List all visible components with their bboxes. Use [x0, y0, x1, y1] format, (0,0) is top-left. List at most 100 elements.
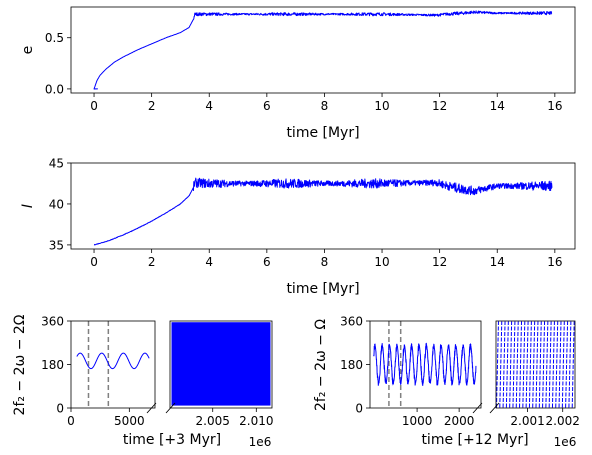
- x-tick-label: 0: [67, 414, 75, 428]
- res1-axis-break: [146, 402, 176, 414]
- data-band: [171, 322, 271, 406]
- res1-left-series: [76, 321, 150, 408]
- ecc-xlabel: time [Myr]: [286, 125, 359, 141]
- y-tick-label: 45: [49, 157, 64, 171]
- y-tick-label: 0: [56, 402, 64, 416]
- x-tick-label: 12: [432, 99, 447, 113]
- data-line: [93, 177, 553, 246]
- data-line: [571, 321, 575, 408]
- y-tick-label: 360: [340, 315, 363, 329]
- x-tick-label: 6: [263, 255, 271, 269]
- data-line: [499, 321, 503, 408]
- data-line: [495, 321, 499, 408]
- data-line: [545, 321, 549, 408]
- data-line: [373, 342, 477, 386]
- res2-ylabel: 2f₂ − 2ω − Ω: [313, 319, 329, 411]
- y-tick-label: 180: [41, 358, 64, 372]
- data-line: [502, 321, 506, 408]
- panel-res1: 0 5000 0 180 360 2.005 2.010 time [+3 Myr] 1e…: [12, 314, 273, 449]
- data-line: [525, 321, 529, 408]
- x-tick-label: 2.005: [196, 414, 230, 428]
- x-tick-label: 5000: [114, 414, 145, 428]
- ecc-ticks: 0 2 4 6 8 10 12 14 16 0.0 0.5: [45, 31, 563, 113]
- y-tick-label: 0: [355, 402, 363, 416]
- data-line: [532, 321, 536, 408]
- incl-series: [93, 177, 553, 246]
- data-line: [555, 321, 559, 408]
- x-tick-label: 2: [148, 255, 156, 269]
- x-tick-label: 8: [321, 255, 329, 269]
- x-tick-label: 2.010: [239, 414, 273, 428]
- ecc-series: [93, 10, 553, 90]
- y-tick-label: 360: [41, 315, 64, 329]
- x-tick-label: 8: [321, 99, 329, 113]
- x-tick-label: 6: [263, 99, 271, 113]
- data-line: [515, 321, 519, 408]
- data-line: [535, 321, 539, 408]
- y-tick-label: 40: [49, 197, 64, 211]
- data-line: [76, 352, 150, 370]
- x-tick-label: 2000: [444, 414, 475, 428]
- panel-incl: 0 2 4 6 8 10 12 14 16 35 40 45 time [Myr] I: [20, 157, 576, 297]
- data-line: [568, 321, 572, 408]
- data-line: [565, 321, 569, 408]
- data-line: [538, 321, 542, 408]
- res1-right-series: [171, 322, 271, 406]
- x-tick-label: 16: [547, 99, 562, 113]
- x-tick-label: 4: [205, 255, 213, 269]
- x-tick-label: 14: [490, 255, 505, 269]
- res2-left-series: [373, 321, 477, 408]
- x-tick-label: 10: [374, 255, 389, 269]
- data-line: [93, 10, 553, 90]
- res2-right-axes-frame: [495, 320, 576, 409]
- x-tick-label: 12: [432, 255, 447, 269]
- incl-axes-frame: [70, 162, 576, 250]
- x-tick-label: 14: [490, 99, 505, 113]
- data-line: [551, 321, 555, 408]
- data-line: [522, 321, 526, 408]
- ecc-axes-frame: [70, 6, 576, 94]
- res1-right-axes-frame: [169, 320, 273, 409]
- data-line: [542, 321, 546, 408]
- res1-left-axes-frame: [70, 320, 156, 409]
- x-tick-label: 2.001: [510, 414, 544, 428]
- y-tick-label: 180: [340, 358, 363, 372]
- x-tick-label: 10: [374, 99, 389, 113]
- ecc-ylabel: e: [20, 46, 36, 55]
- data-line: [512, 321, 516, 408]
- y-tick-label: 0.0: [45, 82, 64, 96]
- res2-xlabel: time [+12 Myr]: [421, 432, 528, 448]
- y-tick-label: 35: [49, 238, 64, 252]
- res1-ylabel: 2f₂ − 2ω − 2Ω: [12, 314, 28, 415]
- res2-right-ticks: 2.001 2.002: [510, 408, 580, 428]
- data-line: [528, 321, 532, 408]
- data-line: [558, 321, 562, 408]
- res2-left-axes-frame: [369, 320, 482, 409]
- panel-ecc: 0 2 4 6 8 10 12 14 16 0.0 0.5 time [Myr] e: [20, 6, 576, 141]
- res1-offset-text: 1e6: [249, 435, 272, 449]
- data-line: [505, 321, 509, 408]
- res1-left-ticks: 0 5000 0 180 360: [41, 315, 145, 429]
- incl-ylabel: I: [20, 204, 36, 208]
- data-line: [509, 321, 513, 408]
- x-tick-label: 16: [547, 255, 562, 269]
- x-tick-label: 2.002: [546, 414, 580, 428]
- x-tick-label: 0: [90, 99, 98, 113]
- data-line: [519, 321, 523, 408]
- res1-right-ticks: 2.005 2.010: [196, 408, 273, 428]
- res2-left-ticks: 1000 2000 0 180 360: [340, 315, 474, 429]
- res1-xlabel: time [+3 Myr]: [123, 432, 221, 448]
- y-tick-label: 0.5: [45, 31, 64, 45]
- incl-xlabel: time [Myr]: [286, 281, 359, 297]
- x-tick-label: 1000: [402, 414, 433, 428]
- data-line: [561, 321, 565, 408]
- data-line: [548, 321, 552, 408]
- res2-offset-text: 1e6: [554, 435, 577, 449]
- res2-right-series: [495, 321, 575, 408]
- incl-ticks: 0 2 4 6 8 10 12 14 16 35 40 45: [49, 157, 563, 270]
- panel-res2: 1000 2000 0 180 360 2.001 2.002 time [+12 Myr…: [313, 315, 580, 450]
- x-tick-label: 0: [90, 255, 98, 269]
- res2-axis-break: [472, 402, 500, 414]
- x-tick-label: 4: [205, 99, 213, 113]
